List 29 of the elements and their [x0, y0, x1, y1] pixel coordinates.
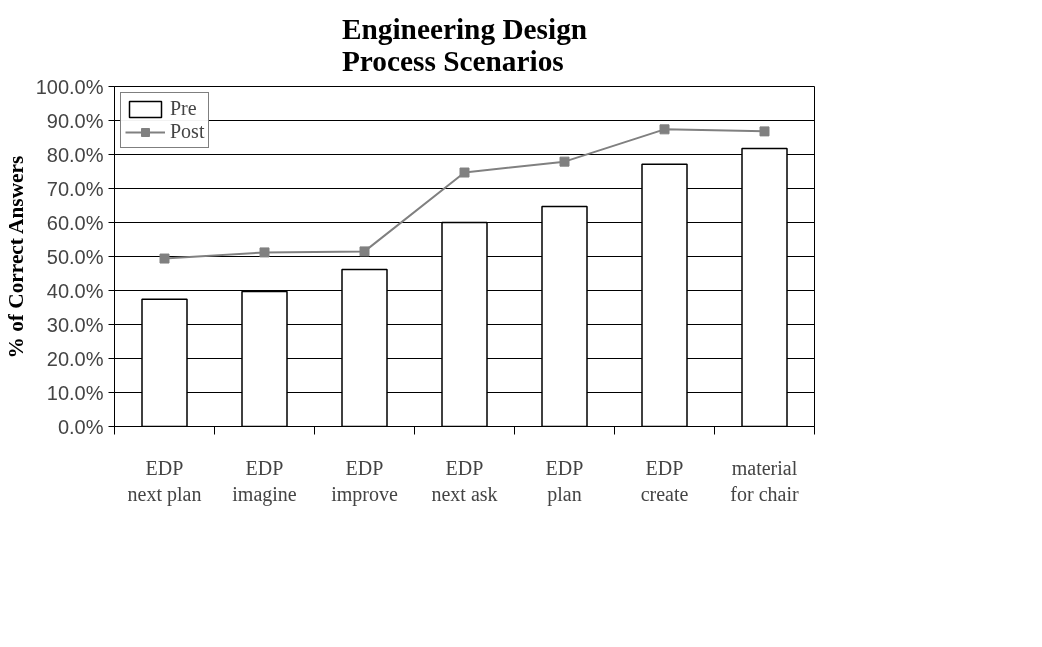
y-tick-label: 50.0%	[46, 245, 104, 268]
y-tick-label: 40.0%	[46, 279, 104, 302]
point	[359, 246, 370, 257]
y-axis-title: % of Correct Answers	[3, 155, 28, 359]
x-tick-label: EDP imagine	[232, 456, 297, 506]
y-tick-label: 20.0%	[46, 347, 104, 370]
x-tick-label: EDP next ask	[431, 456, 498, 505]
y-tick-label: 0.0%	[57, 415, 104, 438]
y-tick-label: 90.0%	[46, 109, 104, 132]
point	[659, 124, 670, 135]
legend-label: Pre	[170, 97, 197, 120]
y-tick-label: 100.0%	[35, 75, 104, 98]
y-tick-label: 80.0%	[46, 143, 104, 166]
legend-label: Post	[170, 120, 205, 143]
x-tick-label: EDP create	[640, 456, 689, 505]
point	[759, 126, 770, 137]
point	[459, 167, 470, 178]
point	[159, 253, 170, 264]
x-tick-label: EDP improve	[331, 456, 398, 506]
y-tick-label: 10.0%	[46, 381, 104, 404]
y-tick-label: 70.0%	[46, 177, 104, 200]
point	[559, 156, 570, 167]
point	[259, 247, 270, 258]
y-tick-label: 60.0%	[46, 211, 104, 234]
x-tick-label: EDP plan	[545, 456, 584, 506]
x-tick-label: EDP next plan	[127, 456, 202, 506]
chart-title: Engineering Design Process Scenarios	[341, 12, 588, 77]
y-tick-label: 30.0%	[46, 313, 104, 336]
x-tick-label: material for chair	[730, 456, 799, 505]
